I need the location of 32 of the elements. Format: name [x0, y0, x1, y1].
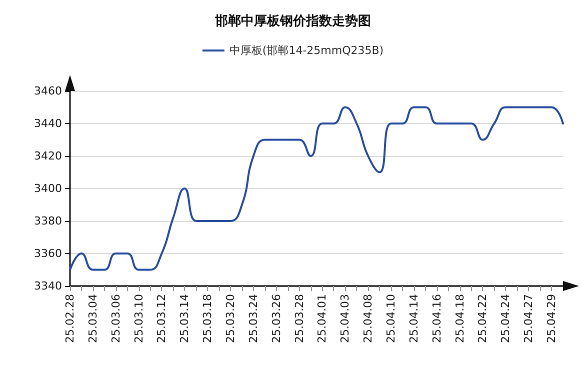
x-tick-label: 25.04.27: [522, 294, 536, 343]
x-tick-label: 25.04.24: [499, 294, 512, 343]
x-tick-label: 25.03.18: [201, 294, 214, 343]
x-tick-label: 25.03.26: [270, 294, 283, 343]
x-tick-label: 25.04.01: [316, 294, 329, 343]
x-tick-label: 25.03.12: [155, 294, 168, 343]
x-tick-label: 25.03.10: [132, 294, 146, 343]
y-tick-label: 3420: [34, 150, 62, 162]
x-tick-label: 25.04.22: [476, 294, 490, 343]
x-tick-label: 25.04.10: [384, 294, 398, 343]
x-tick-label: 25.04.29: [545, 294, 558, 343]
x-tick-label: 25.04.14: [407, 294, 420, 343]
legend-label: 中厚板(邯郸14-25mmQ235B): [229, 44, 384, 57]
y-tick-label: 3340: [34, 280, 62, 292]
y-tick-label: 3400: [34, 182, 62, 195]
x-tick-label: 25.03.28: [292, 294, 306, 343]
x-tick-label: 25.02.28: [64, 294, 76, 343]
x-tick-label: 25.04.08: [362, 294, 375, 343]
x-tick-label: 25.04.03: [338, 294, 352, 343]
x-tick-label: 25.03.14: [178, 294, 192, 343]
x-tick-label: 25.03.06: [109, 294, 122, 343]
y-tick-label: 3460: [34, 84, 62, 98]
y-tick-label: 3440: [34, 117, 62, 130]
line-series: [69, 106, 564, 271]
x-tick-label: 25.03.20: [224, 294, 238, 343]
x-tick-label: 25.03.04: [86, 294, 100, 343]
x-tick-label: 25.04.18: [453, 294, 466, 343]
y-tick-label: 3380: [34, 214, 62, 228]
x-tick-label: 25.03.24: [246, 294, 260, 343]
x-tick-label: 25.04.16: [430, 294, 444, 343]
chart-title: 邯郸中厚板钢价指数走势图: [214, 13, 371, 29]
y-tick-label: 3360: [34, 247, 62, 260]
